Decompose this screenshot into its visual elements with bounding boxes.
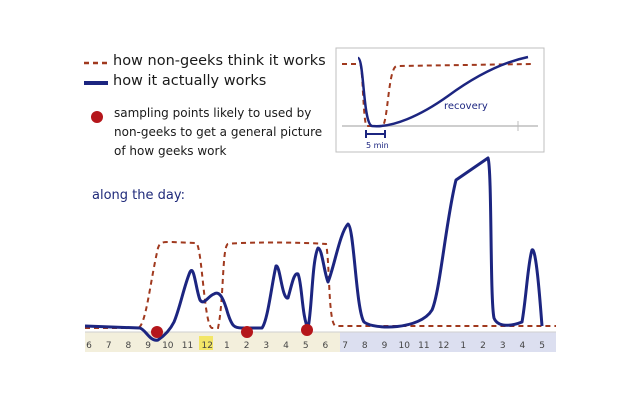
- hour-tick-label: 7: [342, 341, 348, 351]
- hour-tick-label: 6: [86, 341, 92, 351]
- inset-panel: [335, 47, 545, 153]
- hour-tick-label: 10: [398, 341, 410, 351]
- legend-solid-label: how it actually works: [113, 73, 267, 89]
- legend-dot-label: sampling points likely to used by non-ge…: [114, 106, 323, 158]
- hour-tick-label: 12: [201, 341, 212, 351]
- hour-tick-label: 2: [244, 341, 250, 351]
- legend-dot-swatch: [91, 111, 103, 123]
- hour-tick-label: 8: [126, 341, 132, 351]
- hour-tick-label: 5: [303, 341, 309, 351]
- hour-tick-label: 6: [323, 341, 329, 351]
- hour-tick-label: 4: [520, 341, 526, 351]
- hour-tick-label: 1: [460, 341, 466, 351]
- hour-tick-label: 12: [438, 341, 449, 351]
- hour-tick-label: 3: [263, 341, 269, 351]
- hour-tick-label: 11: [182, 341, 193, 351]
- hour-tick-label: 4: [283, 341, 289, 351]
- hour-tick-label: 9: [382, 341, 388, 351]
- inset-solid-curve: [356, 55, 529, 128]
- timeline-axis: 6 7 8 9 10 11 12 1 2 3 4 5 6 7 8 9 10 11 12 1 2 3 4 5: [85, 331, 556, 352]
- hour-tick-label: 2: [480, 341, 486, 351]
- sampling-point: [301, 324, 313, 336]
- hour-tick-label: 5: [539, 341, 545, 351]
- hour-tick-label: 9: [145, 341, 151, 351]
- duration-label: 5 min: [366, 141, 389, 150]
- sampling-point: [151, 326, 163, 338]
- sampling-point: [241, 326, 253, 338]
- recovery-label: recovery: [444, 101, 488, 112]
- main-dashed-curve: [85, 240, 556, 329]
- day-label: along the day:: [92, 188, 185, 203]
- hour-tick-label: 10: [162, 341, 174, 351]
- hour-tick-label: 1: [224, 341, 230, 351]
- hour-tick-label: 11: [418, 341, 429, 351]
- hour-tick-label: 7: [106, 341, 112, 351]
- main-solid-curve: [84, 156, 544, 342]
- legend-dashed-label: how non-geeks think it works: [113, 53, 326, 69]
- hour-tick-label: 8: [362, 341, 368, 351]
- hour-tick-label: 3: [500, 341, 506, 351]
